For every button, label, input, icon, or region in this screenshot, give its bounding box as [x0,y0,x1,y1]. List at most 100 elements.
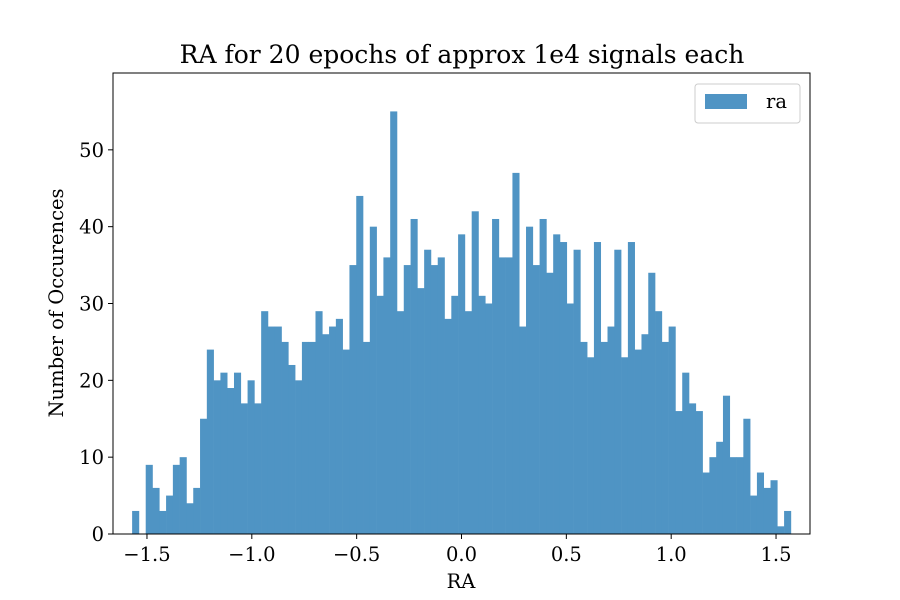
histogram-bar [573,249,581,534]
x-tick-label: 0.5 [551,543,582,566]
histogram-bar [607,326,615,534]
histogram-bar [634,349,642,534]
histogram-bar [689,403,697,534]
histogram-bar [444,318,452,534]
y-tick-label: 40 [79,216,104,239]
histogram-bar [247,380,255,534]
histogram-bar [396,311,405,534]
histogram-bar [641,334,649,534]
histogram-bar [539,218,547,535]
histogram-bar [546,272,554,534]
histogram-bar [512,172,520,534]
histogram-bar [145,464,153,534]
histogram-bar [233,372,242,534]
histogram-bar [532,265,540,534]
histogram-bar [267,326,276,534]
histogram-bar [614,249,622,534]
histogram-bar [763,487,771,534]
histogram-bar [492,218,500,535]
plot-frame [112,72,811,535]
histogram-bar [430,265,439,534]
histogram-bar [240,403,248,534]
histogram-bar [627,242,635,534]
histogram-bar [600,341,608,534]
histogram-bar [390,111,398,535]
histogram-bar [186,503,194,534]
histogram-bar [471,211,479,535]
histogram-bar [784,510,792,534]
histogram-bar [254,403,262,534]
histogram-bar [369,226,377,535]
histogram-bar [695,411,703,534]
histogram-bar [736,457,744,534]
histogram-bar [301,341,309,534]
y-ticks: 0 10 20 30 40 50 [79,139,113,546]
histogram-bar [166,495,174,534]
x-tick-label: 1.5 [761,543,792,566]
histogram-bar [329,326,337,534]
histogram-bar [261,311,269,534]
histogram-bar [566,303,574,534]
histogram-bar [722,395,731,534]
histogram-bar [777,526,785,534]
histogram-bar [464,311,472,534]
histogram-bar [322,334,330,534]
y-tick-label: 0 [92,523,104,546]
x-tick-label: 1.0 [656,543,687,566]
histogram-bar [315,311,323,534]
histogram-bar [193,487,201,534]
histogram-bar [519,326,527,534]
histogram-bar [356,195,364,534]
histogram-bar [335,318,343,534]
histogram-bar [403,265,411,534]
histogram-bar [410,218,418,535]
histogram-bar [668,326,676,534]
legend: ra [694,83,801,124]
histogram-bar [424,249,432,534]
histogram-bar [526,226,534,535]
histogram-bar [349,265,357,534]
histogram-bar [498,257,506,534]
histogram-bar [152,487,160,534]
histogram-bar [274,326,282,534]
legend-box [694,83,801,124]
histogram-bar [376,295,384,534]
histogram-bar [281,341,289,534]
histogram-bar [485,303,493,534]
histogram-bar [702,472,710,534]
histogram-bar [743,418,751,534]
histogram-bar [750,495,758,534]
histogram-bar [580,341,588,534]
histogram-bar [682,372,690,534]
histogram-bar [172,464,180,534]
histogram-bar [437,257,445,534]
histogram-bar [206,349,214,534]
y-tick-label: 50 [79,139,104,162]
x-tick-label: −0.5 [333,543,380,566]
y-axis-label: Number of Occurences [45,188,68,417]
histogram-bar [159,510,167,534]
histogram-bar [383,257,391,534]
histogram-bar [451,295,459,534]
histogram-bar [756,472,765,534]
histogram-bar [342,349,350,534]
histogram-bar [363,341,371,534]
histogram-bar [587,357,595,534]
histogram-bar [709,457,717,534]
x-tick-label: −1.5 [123,543,170,566]
histogram-bar [553,234,561,534]
histogram-bar [179,457,187,534]
histogram-bar [220,372,228,534]
x-ticks: −1.5 −1.0 −0.5 0.0 0.5 1.0 1.5 [123,534,792,566]
histogram-bar [505,257,513,534]
histogram-bar [593,242,602,534]
x-axis-label: RA [447,570,477,593]
y-tick-label: 20 [79,369,104,392]
bars-group [132,111,792,535]
histogram-bar [661,341,669,534]
histogram-bar [655,311,663,534]
histogram-bar [559,242,568,534]
histogram-bar [200,418,208,534]
histogram-bar [675,411,683,534]
x-tick-label: 0.0 [446,543,477,566]
